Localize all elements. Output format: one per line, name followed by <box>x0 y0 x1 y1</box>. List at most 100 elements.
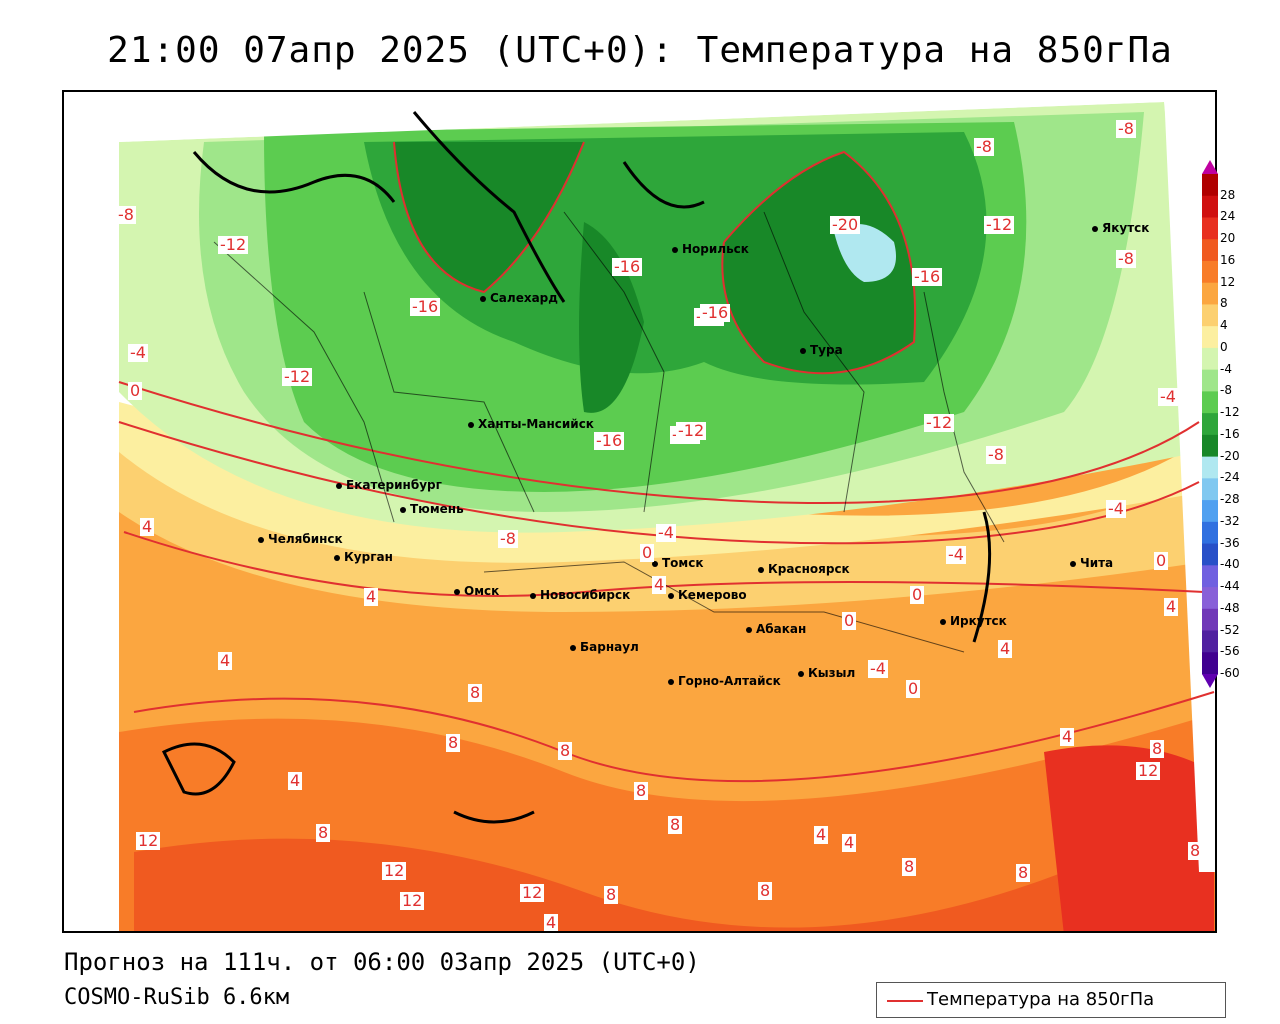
city-dot-icon <box>672 246 678 253</box>
colorbar-segment <box>1202 565 1218 588</box>
colorbar-tick-label: -56 <box>1220 644 1240 659</box>
colorbar-tick-label: -20 <box>1220 448 1240 463</box>
city-norilsk: Норильск <box>672 242 749 256</box>
colorbar-bottom-arrow-icon <box>1202 674 1218 688</box>
colorbar-segment <box>1202 174 1218 197</box>
city-dot-icon <box>468 421 474 428</box>
colorbar-tick-label: -32 <box>1220 513 1240 528</box>
city-tura: Тура <box>800 343 843 357</box>
contour-label: 4 <box>842 833 857 852</box>
colorbar-segment <box>1202 413 1218 436</box>
city-kurgan: Курган <box>334 550 393 564</box>
contour-label: -8 <box>116 205 136 224</box>
colorbar-segment <box>1202 369 1218 392</box>
contour-label: 12 <box>400 891 425 910</box>
colorbar-segment <box>1202 478 1218 501</box>
contour-label: 8 <box>1016 863 1031 882</box>
city-dot-icon <box>1092 225 1098 232</box>
model-name: COSMO-RuSib 6.6км <box>64 985 290 1010</box>
forecast-info: Прогноз на 111ч. от 06:00 03апр 2025 (UT… <box>64 948 700 976</box>
contour-label: -16 <box>612 257 643 276</box>
colorbar-tick-label: 28 <box>1220 187 1236 202</box>
contour-label: 12 <box>382 861 407 880</box>
contour-label: 8 <box>604 885 619 904</box>
city-dot-icon <box>668 592 674 599</box>
colorbar-tick-label: -48 <box>1220 600 1240 615</box>
colorbar-segment <box>1202 500 1218 523</box>
city-tomsk: Томск <box>652 556 704 570</box>
colorbar-tick-label: 0 <box>1220 339 1228 354</box>
colorbar-segment <box>1202 260 1218 284</box>
colorbar-tick-label: 12 <box>1220 274 1236 289</box>
contour-label: 12 <box>136 831 161 850</box>
city-dot-icon <box>570 644 576 651</box>
contour-label: -4 <box>868 659 888 678</box>
colorbar-segment <box>1202 608 1218 632</box>
city-dot-icon <box>800 347 806 354</box>
contour-label: -8 <box>1116 249 1136 268</box>
colorbar-segment <box>1202 239 1218 262</box>
colorbar-segment <box>1202 456 1218 479</box>
city-chelyabinsk: Челябинск <box>258 532 343 546</box>
city-khanty-mansiysk: Ханты-Мансийск <box>468 417 594 431</box>
city-dot-icon <box>454 588 460 595</box>
colorbar-segment <box>1202 347 1218 371</box>
contour-label: 4 <box>998 639 1013 658</box>
city-krasnoyarsk: Красноярск <box>758 562 850 576</box>
city-dot-icon <box>798 670 804 677</box>
contour-label: 0 <box>640 543 655 562</box>
contour-label: 0 <box>842 611 857 630</box>
colorbar-tick-label: -8 <box>1220 383 1232 398</box>
city-dot-icon <box>400 506 406 513</box>
colorbar-segment <box>1202 282 1218 305</box>
city-novosibirsk: Новосибирск <box>530 588 630 602</box>
contour-label: -8 <box>986 445 1006 464</box>
city-dot-icon <box>480 295 486 302</box>
contour-label: -16 <box>700 303 731 322</box>
city-dot-icon <box>940 618 946 625</box>
legend-label: Температура на 850гПа <box>927 989 1155 1010</box>
contour-label: -12 <box>984 215 1015 234</box>
colorbar-segment <box>1202 217 1218 240</box>
contour-label: 8 <box>668 815 683 834</box>
contour-label: 4 <box>364 587 379 606</box>
contour-label: -16 <box>594 431 625 450</box>
colorbar-tick-label: 20 <box>1220 231 1236 246</box>
city-dot-icon <box>258 536 264 543</box>
contour-label: 8 <box>634 781 649 800</box>
contour-label: 4 <box>814 825 829 844</box>
contour-label: 4 <box>140 517 155 536</box>
contour-label: 0 <box>910 585 925 604</box>
city-tyumen: Тюмень <box>400 502 464 516</box>
contour-label: -12 <box>676 421 707 440</box>
contour-label: -4 <box>128 343 148 362</box>
legend-box: Температура на 850гПа <box>876 982 1226 1018</box>
contour-label: -12 <box>924 413 955 432</box>
contour-label: -4 <box>656 523 676 542</box>
city-omsk: Омск <box>454 584 499 598</box>
contour-label: -4 <box>946 545 966 564</box>
legend-line-icon <box>887 1000 923 1002</box>
colorbar-tick-label: 24 <box>1220 209 1236 224</box>
map-area: Норильск Салехард Якутск Тура Ханты-Манс… <box>62 90 1217 933</box>
colorbar-segment <box>1202 391 1218 414</box>
contour-label: 12 <box>1136 761 1161 780</box>
city-dot-icon <box>758 566 764 573</box>
colorbar-segment <box>1202 521 1218 545</box>
city-barnaul: Барнаул <box>570 640 639 654</box>
city-dot-icon <box>746 626 752 633</box>
contour-label: -16 <box>410 297 441 316</box>
city-kemerovo: Кемерово <box>668 588 747 602</box>
contour-label: -4 <box>1158 387 1178 406</box>
colorbar-tick-label: -40 <box>1220 557 1240 572</box>
contour-label: -20 <box>830 215 861 234</box>
city-gorno-altaysk: Горно-Алтайск <box>668 674 781 688</box>
colorbar-tick-label: 16 <box>1220 252 1236 267</box>
contour-label: 8 <box>758 881 773 900</box>
colorbar-tick-label: 8 <box>1220 296 1228 311</box>
colorbar-segment <box>1202 195 1218 218</box>
city-abakan: Абакан <box>746 622 806 636</box>
colorbar-tick-label: -60 <box>1220 666 1240 680</box>
city-yekaterinburg: Екатеринбург <box>336 478 442 492</box>
contour-label: 0 <box>128 381 143 400</box>
